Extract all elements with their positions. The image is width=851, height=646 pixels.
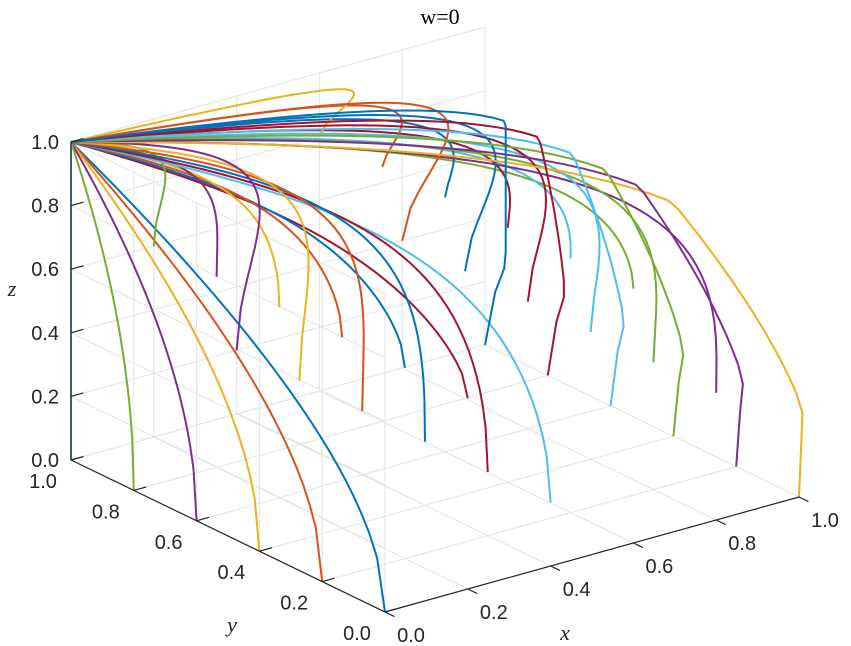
grid-line — [70, 280, 486, 397]
trajectory-line — [70, 141, 135, 491]
x-axis-label: x — [559, 620, 570, 645]
trajectory-line — [70, 141, 261, 351]
x-tick — [715, 519, 726, 526]
trajectory-line — [70, 101, 450, 242]
x-tick-label: 0.8 — [728, 533, 756, 555]
y-tick-label: 0.2 — [280, 593, 308, 615]
trajectory-line — [70, 113, 497, 272]
z-tick-label: 0.0 — [31, 450, 59, 472]
trajectory-line — [70, 141, 365, 412]
z-tick — [70, 328, 84, 334]
grid-line — [70, 395, 386, 549]
tick-labels: 0.00.20.40.60.81.00.00.20.40.60.81.00.00… — [29, 132, 839, 646]
grid-line — [319, 390, 634, 544]
trajectory-line — [70, 141, 310, 381]
grid-line — [133, 374, 548, 491]
y-tick — [196, 516, 210, 522]
grid-line — [196, 405, 611, 522]
grid-line — [401, 367, 717, 521]
z-tick — [70, 265, 84, 270]
trajectory-line — [70, 141, 552, 503]
y-tick — [259, 547, 272, 552]
trajectory-line — [70, 88, 356, 143]
chart-grid — [70, 26, 800, 613]
grid-line — [259, 435, 674, 552]
grid-line — [70, 141, 386, 295]
trajectory-line — [70, 141, 406, 368]
y-tick-label: 0.4 — [217, 562, 245, 584]
grid-line — [70, 344, 486, 461]
z-axis-label: z — [7, 276, 17, 301]
x-tick — [550, 565, 561, 572]
x-tick-label: 1.0 — [811, 510, 839, 532]
x-tick — [384, 611, 395, 618]
y-tick-label: 1.0 — [29, 471, 57, 493]
trajectory-line — [70, 139, 744, 467]
y-tick-label: 0.6 — [155, 532, 183, 554]
chart-axes — [70, 137, 809, 618]
trajectory-line — [70, 134, 685, 437]
y-axis-line — [70, 459, 386, 613]
z-tick-label: 0.2 — [31, 386, 59, 408]
trajectory-line — [70, 141, 261, 552]
z-tick — [70, 455, 84, 461]
x-tick-label: 0.0 — [397, 625, 425, 646]
z-tick-label: 0.6 — [31, 259, 59, 281]
trajectory-line — [70, 141, 386, 613]
trajectory-line — [70, 109, 507, 346]
z-tick — [70, 201, 84, 207]
z-tick — [70, 137, 84, 143]
x-tick-label: 0.2 — [480, 602, 508, 624]
grid-line — [70, 205, 386, 359]
trajectory-line — [70, 119, 565, 376]
z-tick-label: 0.8 — [31, 196, 59, 218]
grid-line — [484, 344, 800, 498]
trajectory-line — [70, 141, 198, 521]
y-tick — [133, 486, 147, 491]
trajectory-line — [70, 141, 324, 582]
x-tick — [798, 496, 809, 503]
trajectory-line — [70, 141, 281, 308]
trajectory-line — [70, 141, 469, 399]
trajectory-curves — [70, 88, 804, 613]
chart-title: w=0 — [420, 4, 459, 29]
y-tick-label: 0.0 — [343, 623, 371, 645]
trajectory-line — [70, 127, 625, 406]
x-tick — [633, 542, 644, 549]
grid-line — [236, 413, 551, 567]
z-tick-label: 1.0 — [31, 132, 59, 154]
z-tick-label: 0.4 — [31, 323, 59, 345]
trajectory-line — [70, 141, 344, 338]
x-tick-label: 0.6 — [645, 556, 673, 578]
y-tick — [322, 577, 335, 583]
y-tick — [384, 607, 398, 613]
grid-line — [70, 268, 386, 422]
x-axis-line — [384, 496, 800, 613]
z-tick — [70, 392, 84, 397]
x-tick-label: 0.4 — [563, 579, 591, 601]
grid-line — [70, 153, 486, 270]
trajectory-line — [70, 141, 804, 498]
trajectory-line — [70, 141, 426, 442]
x-tick — [467, 588, 478, 595]
y-axis-label: y — [225, 612, 237, 637]
grid-line — [70, 26, 486, 143]
trajectory-line — [70, 141, 489, 473]
trajectory-line — [70, 132, 601, 333]
grid-line — [322, 466, 737, 583]
trajectory-line — [70, 137, 572, 259]
y-tick-label: 0.8 — [92, 501, 120, 523]
